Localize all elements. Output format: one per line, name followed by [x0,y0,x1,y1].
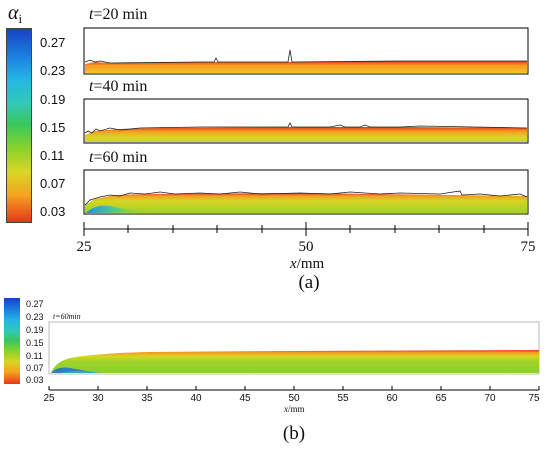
time-var: t [89,6,94,23]
x-axis-b-label: x/mm [284,404,305,414]
panel-b-time-label: t=60min [53,312,81,321]
x-tick-b: 50 [288,393,300,404]
panel-a2-time-label: t=40 min [89,79,147,95]
x-tick-b: 65 [435,393,447,404]
colorbar-b-tick: 0.23 [26,312,44,322]
time-value: =40 min [93,78,148,95]
colorbar-a-title-sub: i [18,11,23,26]
x-tick-b: 35 [141,393,153,404]
colorbar-b-tick: 0.07 [26,363,44,373]
x-tick-b: 45 [239,393,251,404]
x-tick-b: 25 [43,393,55,404]
time-var: t [89,149,94,166]
colorbar-b-tick: 0.11 [26,351,43,361]
time-var: t [89,78,94,95]
x-axis-a-unit: /mm [296,256,325,272]
colorbar-b-tick: 0.19 [26,325,44,335]
panel-a1-time-label: t=20 min [89,7,147,23]
colorbar-a-tick: 0.19 [40,92,66,107]
panel-a3 [83,169,529,215]
colorbar-a-tick: 0.03 [40,204,66,219]
x-axis-a-var: x [290,256,297,272]
caption-a: (a) [298,272,320,293]
x-tick-a: 50 [298,239,314,255]
colorbar-a-tick: 0.15 [40,120,66,135]
x-tick-b: 55 [337,393,349,404]
panel-a3-time-label: t=60 min [89,150,147,166]
colorbar-a-tick: 0.23 [40,63,66,78]
panel-b [48,321,540,391]
colorbar-b-tick: 0.03 [26,375,44,385]
x-axis-a [83,222,529,236]
panel-a1 [83,27,529,75]
caption-b: (b) [282,423,306,444]
x-tick-b: 30 [92,393,104,404]
time-value: =60 min [93,149,148,166]
x-axis-b-var: x [284,404,288,414]
colorbar-a-title-symbol: α [8,2,19,24]
colorbar-b-tick: 0.27 [26,299,44,309]
time-value: =20 min [93,6,148,23]
x-axis-b-unit: /mm [288,404,305,414]
colorbar-b-tick: 0.15 [26,338,44,348]
x-tick-b: 40 [190,393,202,404]
x-tick-a: 25 [76,239,92,255]
x-axis-a-label: x/mm [290,256,324,273]
colorbar-a-tick: 0.27 [40,35,66,50]
colorbar-b [4,298,20,384]
x-tick-b: 75 [528,393,540,404]
x-tick-b: 60 [386,393,398,404]
x-tick-b: 70 [484,393,496,404]
colorbar-a-title: αi [8,2,22,27]
x-tick-a: 75 [520,239,536,255]
colorbar-a [6,28,32,223]
colorbar-a-tick: 0.07 [40,176,66,191]
colorbar-a-tick: 0.11 [40,148,65,163]
x-axis-b-ticks [48,386,540,390]
panel-a2 [83,98,529,144]
